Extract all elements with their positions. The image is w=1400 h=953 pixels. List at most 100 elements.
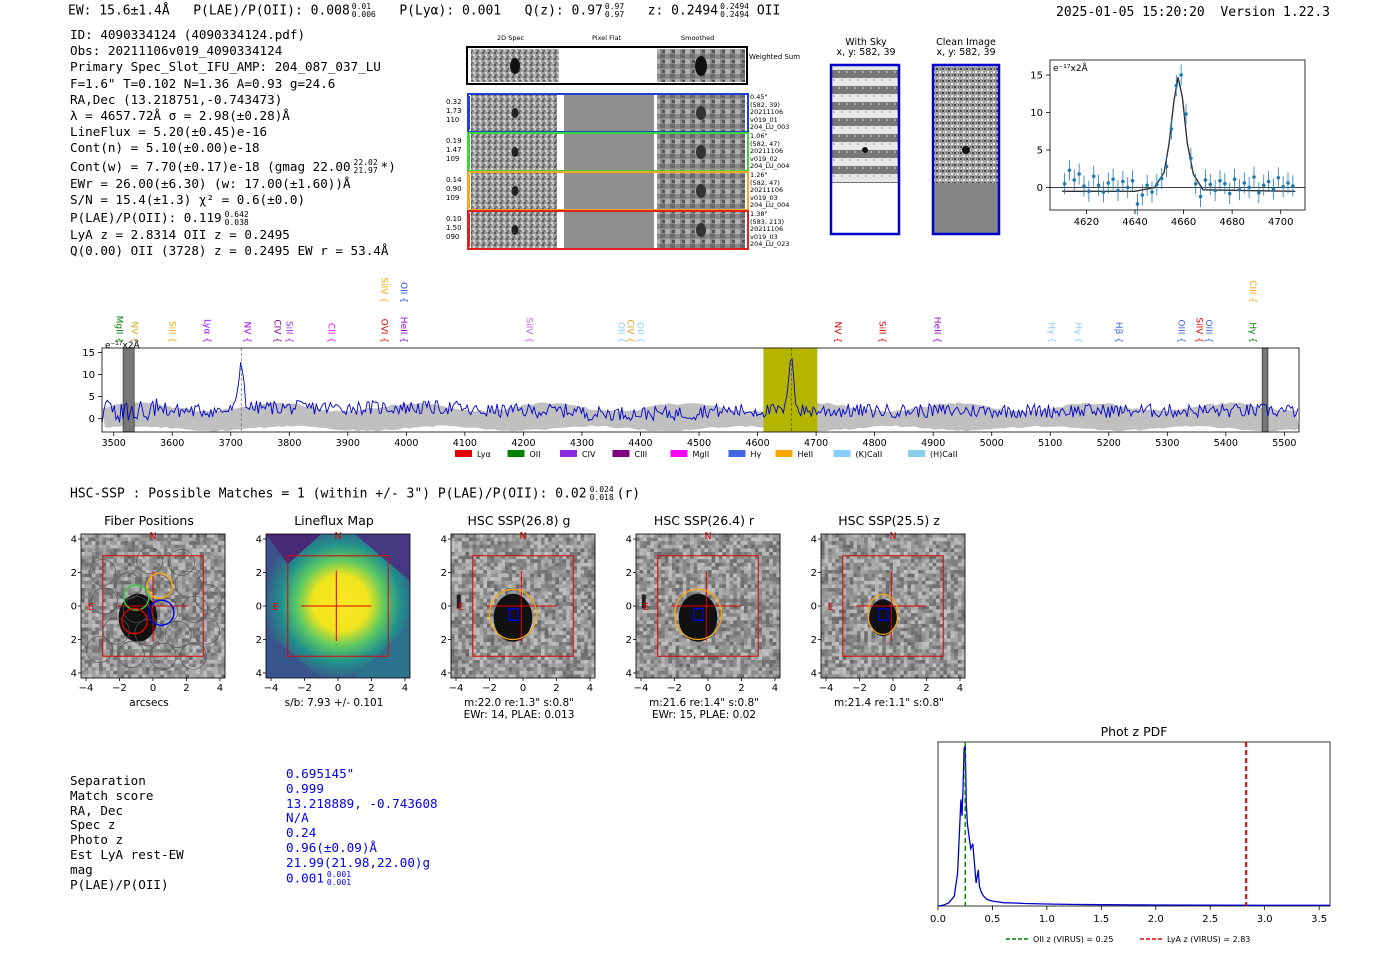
photz-pdf-line (937, 745, 1330, 907)
panel-xtick-label: 2 (923, 683, 929, 694)
cutout-meta-line: (582, 39) (750, 100, 780, 109)
panel-ytick-label: −2 (255, 635, 262, 646)
match-label: Photo z (70, 832, 124, 848)
compass-e: E (88, 602, 94, 613)
photz-title: Phot z PDF (1101, 724, 1168, 739)
hsc-panel-title-3: HSC SSP(26.8) g (467, 513, 571, 528)
zoom-ytick-label: 5 (1037, 146, 1043, 157)
clean-image-source (962, 146, 970, 154)
cutout-meta-line: v019_03 (750, 232, 778, 241)
zoom-line-chart: 4620 4640 4660 4680 4700 0 5 10 15 e⁻¹⁷x2Å (1030, 59, 1306, 228)
panel-xtick-label: −4 (634, 683, 649, 694)
clean-image-blank (933, 183, 999, 234)
cutout-weight: 1.47 (446, 146, 462, 154)
panel-ytick-label: 2 (71, 568, 77, 579)
zoom-data-point (1208, 182, 1213, 187)
cutout-meta-line: v019_03 (750, 193, 778, 202)
cutout-meta-line: (582, 47) (750, 178, 780, 187)
spectrum-xtick-label: 5100 (1038, 438, 1062, 449)
panel-ytick-label: 2 (441, 568, 447, 579)
fiber-circle (89, 559, 117, 586)
info-radec: RA,Dec (13.218751,-0.743473) (70, 91, 283, 107)
zoom-data-point (1125, 185, 1130, 190)
spectral-line-label: OII { (398, 282, 408, 303)
zoom-data-point (1261, 183, 1266, 188)
spectral-line-label: SiII { (876, 321, 886, 343)
fiber-circle (86, 636, 113, 663)
panel-xtick-label: −4 (819, 683, 834, 694)
header-qz-lo: 0.97 (604, 10, 625, 19)
panel-ytick-label: 4 (441, 535, 447, 546)
panel-xtick-label: −2 (297, 683, 312, 694)
fiber-circle (179, 642, 207, 670)
zoom-xtick-label: 4660 (1171, 217, 1196, 228)
source-ellipse (867, 593, 899, 636)
header-z-lo: 0.2494 (720, 10, 749, 19)
cutout-weight: 0.32 (446, 98, 462, 106)
match-box (878, 607, 889, 621)
info-lineflux: LineFlux = 5.20(±0.45)e-16 (70, 124, 268, 140)
header-plae-lo: 0.006 (351, 10, 376, 19)
cutout-weight: 090 (446, 233, 460, 241)
spectrum-xtick-label: 4400 (628, 438, 652, 449)
panel-ytick-label: −4 (625, 668, 632, 679)
weighted-smoothed-source (695, 56, 707, 76)
cutout-meta-line: 20211106 (750, 147, 784, 155)
cutout-smoothed-source-1 (696, 106, 706, 120)
legend-swatch (612, 450, 630, 457)
legend-label: CIII (635, 450, 648, 459)
panel-ytick-label: 2 (811, 568, 817, 579)
clean-image (933, 65, 999, 183)
zoom-data-point (1281, 184, 1285, 189)
cutout-pixelflat-3 (564, 173, 654, 209)
panel-xtick-label: 0 (890, 683, 896, 694)
panel-ytick-label: 0 (256, 602, 262, 613)
header-plae: P(LAE)/P(OII): 0.008 (193, 3, 350, 19)
cutout-weight: 1.73 (446, 107, 462, 115)
legend-swatch (908, 450, 925, 457)
cutout-weight: 0.10 (446, 215, 462, 223)
spectrum-xtick-label: 4700 (804, 438, 828, 449)
match-value: 0.96(±0.09)Å (286, 839, 377, 855)
info-plae-lo: 0.038 (224, 217, 249, 227)
fiber-circle (168, 549, 195, 576)
spectral-line-label: Hγ { (1046, 322, 1056, 343)
hsc-panel-title-2: Lineflux Map (294, 513, 374, 528)
info-cont-w-hi: 22.02 (353, 158, 378, 168)
match-label: P(LAE)/P(OII) (70, 876, 169, 892)
zoom-data-point (1179, 73, 1183, 77)
zoom-data-point (1062, 181, 1067, 186)
header-qz: Q(z): 0.97 (524, 3, 603, 19)
zoom-data-point (1184, 112, 1188, 116)
zoom-data-point (1091, 174, 1096, 179)
zoom-unit-label: e⁻¹⁷x2Å (1053, 62, 1089, 74)
panel-ytick-label: 4 (256, 535, 262, 546)
hsc-noise-image (636, 534, 781, 679)
hsc-panel-caption-4: m:21.6 re:1.4" s:0.8" (649, 697, 759, 709)
cutout-source-4 (511, 225, 519, 235)
legend-label: OII (530, 450, 541, 459)
zoom-data-point (1169, 127, 1174, 131)
zoom-data-point (1203, 178, 1208, 182)
fiber-circle (174, 570, 202, 598)
spectrum-unit-label: e⁻¹⁷x2Å (105, 339, 141, 351)
legend-swatch (728, 450, 746, 457)
spectral-line-label: OIII { (1203, 319, 1213, 343)
photz-legend-label: LyA z (VIRUS) = 2.83 (1167, 935, 1250, 944)
aperture-box (657, 555, 759, 657)
spectral-line-label: SiIV { (523, 317, 533, 343)
cutout-meta-4: 1.38" (583, 213) 20211106 v019_03 204_LU_023 (750, 210, 789, 249)
lineflux-dark-corner (266, 534, 322, 565)
zoom-ytick-label: 10 (1030, 108, 1043, 119)
fiber-red (121, 607, 148, 635)
aperture-box (102, 555, 204, 657)
spectrum-xtick-label: 5500 (1272, 438, 1296, 449)
cutout-weights-4: 0.10 1.50 090 (446, 215, 462, 242)
info-params: F=1.6" T=0.102 N=1.36 A=0.93 g=24.6 (70, 75, 336, 91)
zoom-data-point (1242, 181, 1247, 185)
match-value: 0.695145" (286, 766, 355, 781)
zoom-data-point (1087, 189, 1091, 194)
cutout-weight: 0.14 (446, 176, 462, 184)
info-plae-text: P(LAE)/P(OII): 0.119 (70, 210, 222, 226)
panel-xtick-label: 0 (520, 683, 526, 694)
